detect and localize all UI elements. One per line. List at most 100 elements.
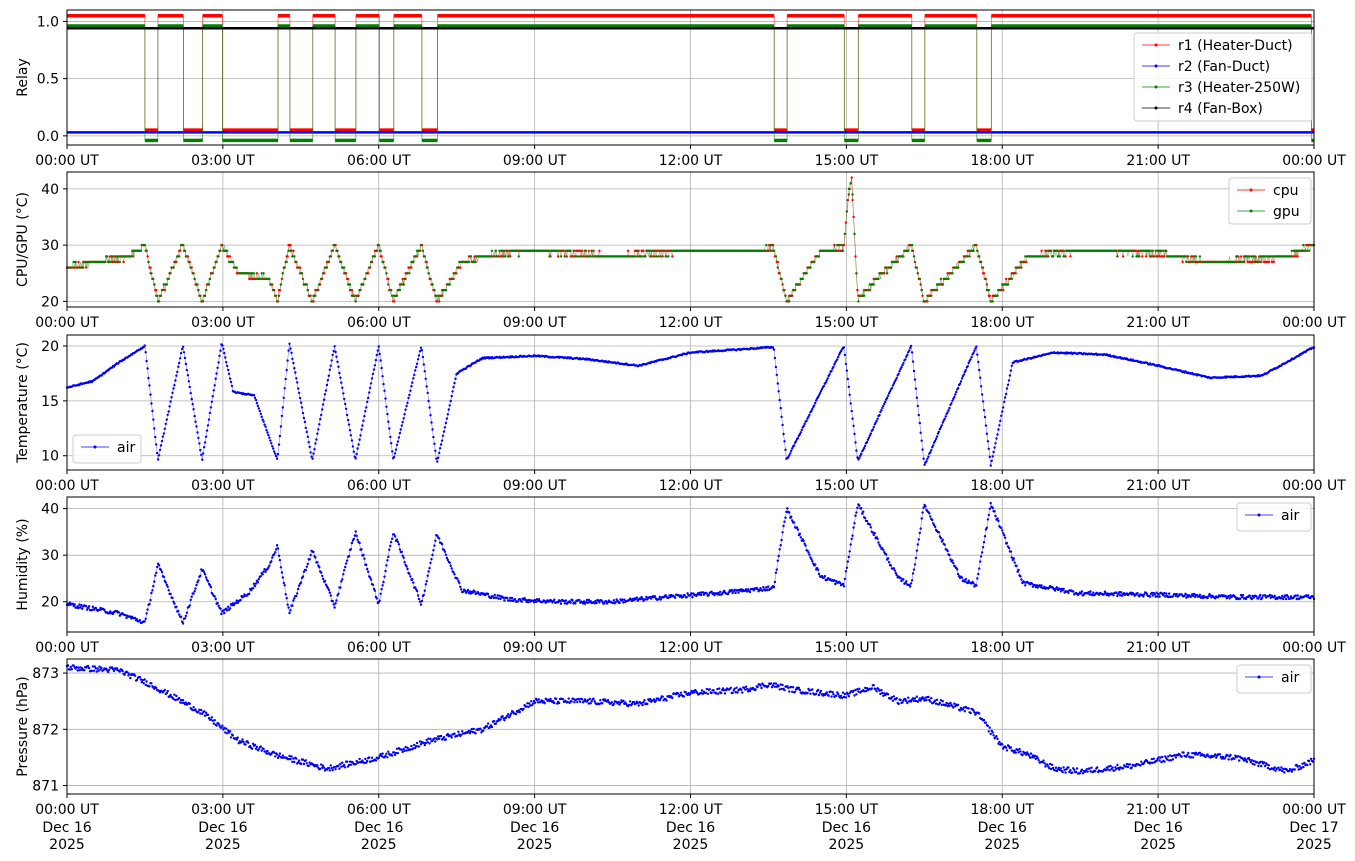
data-point — [71, 602, 75, 606]
data-point — [626, 255, 630, 258]
data-point — [1168, 255, 1171, 258]
data-point — [376, 349, 379, 352]
data-point — [653, 595, 657, 598]
data-point — [180, 347, 184, 351]
data-point — [887, 561, 891, 564]
data-point — [339, 586, 342, 589]
data-point — [803, 422, 806, 426]
data-point — [492, 596, 496, 600]
data-point — [429, 277, 432, 281]
legend-box — [1236, 502, 1312, 532]
data-point — [383, 266, 386, 269]
data-point — [164, 422, 167, 426]
data-point — [991, 300, 994, 303]
data-point — [834, 249, 837, 252]
data-point — [1112, 249, 1115, 252]
data-point — [338, 371, 341, 375]
data-point — [212, 389, 215, 392]
data-point — [861, 294, 864, 297]
data-point — [503, 599, 506, 602]
data-point — [280, 571, 284, 574]
data-point — [759, 249, 762, 252]
data-point — [908, 349, 911, 352]
data-point — [385, 272, 388, 275]
data-point — [983, 535, 987, 538]
data-point — [567, 249, 570, 252]
data-point — [998, 424, 1001, 427]
data-point — [853, 522, 856, 525]
data-point — [781, 423, 784, 427]
data-point — [477, 255, 480, 258]
data-point — [881, 406, 884, 410]
data-point — [203, 710, 206, 713]
data-point — [678, 249, 682, 252]
data-point — [986, 440, 990, 443]
data-point — [270, 560, 273, 563]
data-point — [109, 260, 112, 264]
data-point — [280, 414, 284, 418]
x-tick-label: 12:00 UT — [659, 478, 723, 494]
data-point — [981, 266, 985, 269]
data-point — [344, 562, 348, 565]
data-point — [1189, 260, 1192, 264]
data-point — [403, 561, 406, 564]
data-point — [809, 266, 812, 269]
data-point — [421, 249, 425, 252]
data-point — [742, 249, 745, 252]
data-point — [1270, 260, 1274, 264]
data-point — [1095, 249, 1098, 252]
data-point — [791, 519, 794, 522]
data-point — [91, 665, 95, 668]
data-point — [1250, 255, 1253, 258]
data-point — [291, 604, 294, 607]
data-point — [466, 588, 470, 592]
data-point — [297, 266, 300, 269]
data-point — [745, 249, 749, 252]
data-point — [362, 419, 365, 422]
data-point — [188, 604, 191, 607]
data-point — [421, 355, 425, 359]
data-point — [393, 535, 397, 538]
data-point — [344, 565, 347, 569]
data-point — [426, 391, 429, 395]
data-point — [1019, 575, 1022, 578]
data-point — [1102, 593, 1106, 596]
data-point — [386, 559, 389, 562]
data-point — [190, 595, 193, 598]
data-point — [198, 708, 201, 711]
data-point — [95, 670, 98, 673]
data-point — [156, 451, 159, 455]
data-point — [548, 255, 551, 258]
data-point — [644, 255, 647, 258]
y-tick-label: 20 — [41, 294, 59, 310]
data-point — [444, 553, 448, 556]
data-point — [446, 283, 449, 286]
data-point — [168, 405, 171, 408]
data-point — [726, 249, 730, 252]
data-point — [871, 428, 874, 431]
data-point — [1160, 249, 1163, 252]
data-point — [340, 580, 343, 583]
data-point — [450, 567, 453, 570]
data-point — [179, 698, 183, 702]
data-point — [1164, 249, 1167, 252]
data-point — [611, 601, 614, 605]
data-point — [284, 377, 287, 381]
data-point — [1191, 594, 1195, 597]
data-point — [206, 580, 210, 583]
data-point — [798, 433, 802, 436]
data-point — [456, 266, 459, 269]
data-point — [298, 396, 302, 400]
data-point — [837, 355, 840, 359]
data-point — [1118, 249, 1121, 252]
data-point — [726, 592, 730, 596]
data-point — [807, 415, 810, 418]
data-point — [607, 255, 611, 258]
data-point — [1037, 255, 1040, 258]
data-point — [74, 260, 77, 264]
data-point — [659, 255, 662, 258]
data-point — [953, 266, 956, 269]
data-point — [1092, 591, 1095, 594]
data-point — [1151, 594, 1155, 597]
data-point — [301, 411, 305, 415]
